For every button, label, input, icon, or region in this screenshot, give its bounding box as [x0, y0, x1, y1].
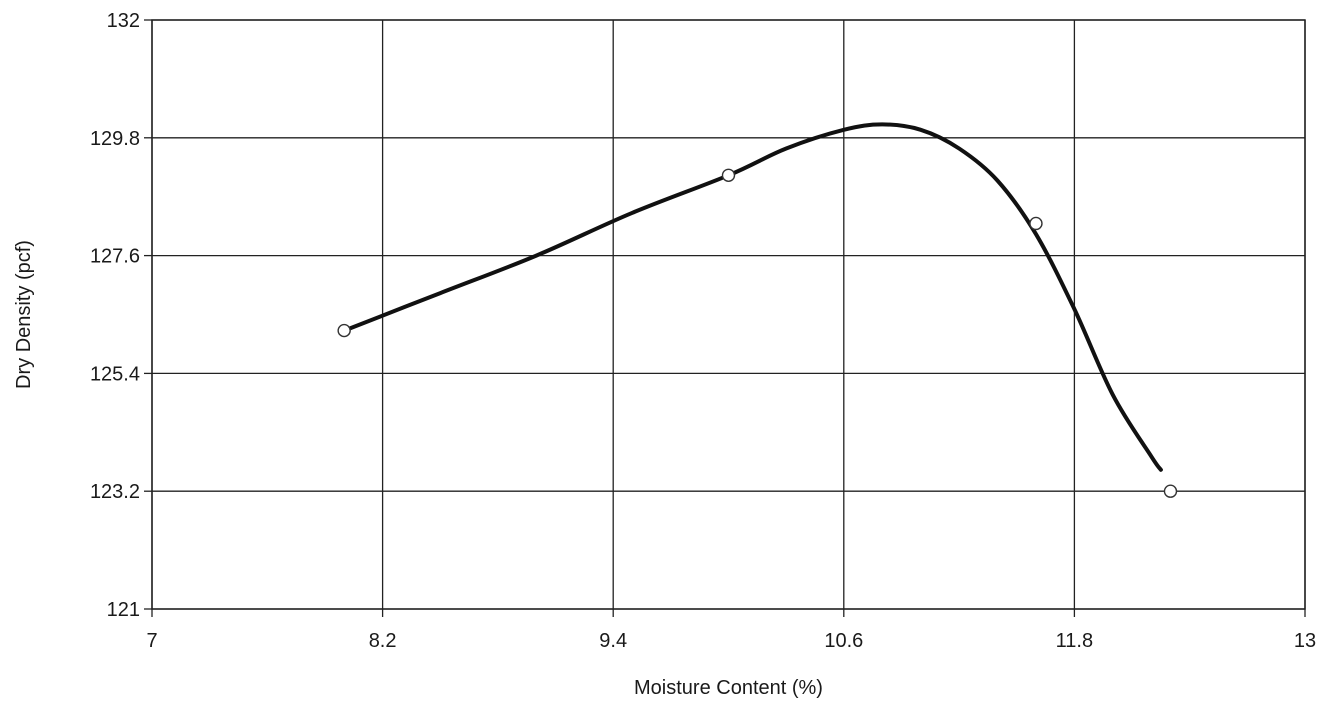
data-point: [1029, 216, 1043, 231]
x-axis-label: Moisture Content (%): [634, 677, 823, 699]
y-tick-label: 123.2: [90, 481, 140, 503]
fitted-curve-line: [342, 122, 1163, 472]
y-tick-label: 129.8: [90, 128, 140, 150]
x-tick-labels: 7 8.2 9.4 10.6 11.8 13: [146, 630, 1316, 652]
data-point: [337, 323, 351, 338]
y-axis-label: Dry Density (pcf): [13, 240, 35, 389]
curve-layer: [342, 122, 1163, 472]
x-tick-label: 10.6: [824, 630, 863, 652]
plot-frame: [151, 19, 1306, 610]
y-tick-label: 125.4: [90, 363, 140, 385]
x-tick-label: 7: [146, 630, 157, 652]
x-tick-label: 9.4: [599, 630, 627, 652]
y-tick-label: 121: [107, 599, 140, 621]
y-tick-labels: 121 123.2 125.4 127.6 129.8 132: [90, 10, 140, 621]
data-point: [721, 168, 736, 182]
x-tick-label: 11.8: [1056, 630, 1093, 652]
x-tick-label: 8.2: [369, 630, 397, 652]
grid-layer: [144, 19, 1306, 617]
data-point: [1163, 484, 1178, 498]
y-tick-label: 127.6: [90, 246, 140, 268]
y-tick-label: 132: [107, 10, 140, 32]
point-layer: [337, 168, 1178, 498]
x-tick-label: 13: [1294, 630, 1316, 652]
